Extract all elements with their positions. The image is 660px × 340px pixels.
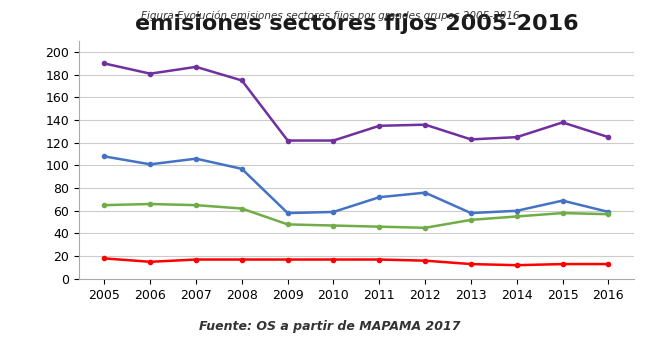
Industria [192,203,200,207]
TOTAL [376,124,383,128]
Combustión (1.b -1.c) [467,262,475,266]
TOTAL [192,65,200,69]
Title: emisiones sectores fijos 2005-2016: emisiones sectores fijos 2005-2016 [135,14,578,34]
Text: Figura Evolución emisiones sectores fijos por grandes grupos 2005-2016: Figura Evolución emisiones sectores fijo… [141,10,519,21]
Industria [467,218,475,222]
Generación [100,154,108,158]
Line: Combustión (1.b -1.c): Combustión (1.b -1.c) [102,256,610,267]
Combustión (1.b -1.c) [329,257,337,261]
TOTAL [605,135,612,139]
Generación [329,210,337,214]
TOTAL [329,138,337,142]
TOTAL [513,135,521,139]
Combustión (1.b -1.c) [605,262,612,266]
Combustión (1.b -1.c) [147,260,154,264]
Combustión (1.b -1.c) [421,259,429,263]
Text: Fuente: OS a partir de MAPAMA 2017: Fuente: OS a partir de MAPAMA 2017 [199,320,461,333]
Industria [558,211,566,215]
TOTAL [147,72,154,76]
Generación [421,191,429,195]
Line: Industria: Industria [102,202,610,230]
TOTAL [100,62,108,66]
Industria [329,223,337,227]
TOTAL [467,137,475,141]
Generación [513,209,521,213]
Industria [284,222,292,226]
Generación [467,211,475,215]
TOTAL [238,79,246,83]
Generación [558,199,566,203]
TOTAL [421,123,429,127]
Generación [605,210,612,214]
Combustión (1.b -1.c) [558,262,566,266]
Combustión (1.b -1.c) [376,257,383,261]
Generación [284,211,292,215]
Industria [421,226,429,230]
TOTAL [558,120,566,124]
Line: Generación: Generación [102,154,610,215]
Generación [376,195,383,199]
Combustión (1.b -1.c) [192,257,200,261]
Industria [376,225,383,229]
Generación [192,157,200,161]
Industria [238,206,246,210]
Generación [147,162,154,166]
Industria [100,203,108,207]
TOTAL [284,138,292,142]
Line: TOTAL: TOTAL [102,62,610,142]
Industria [147,202,154,206]
Generación [238,167,246,171]
Combustión (1.b -1.c) [100,256,108,260]
Legend: Generación, Combustión (1.b -1.c), Industria, TOTAL: Generación, Combustión (1.b -1.c), Indus… [99,337,614,340]
Industria [513,215,521,219]
Combustión (1.b -1.c) [284,257,292,261]
Industria [605,212,612,216]
Combustión (1.b -1.c) [238,257,246,261]
Combustión (1.b -1.c) [513,263,521,267]
